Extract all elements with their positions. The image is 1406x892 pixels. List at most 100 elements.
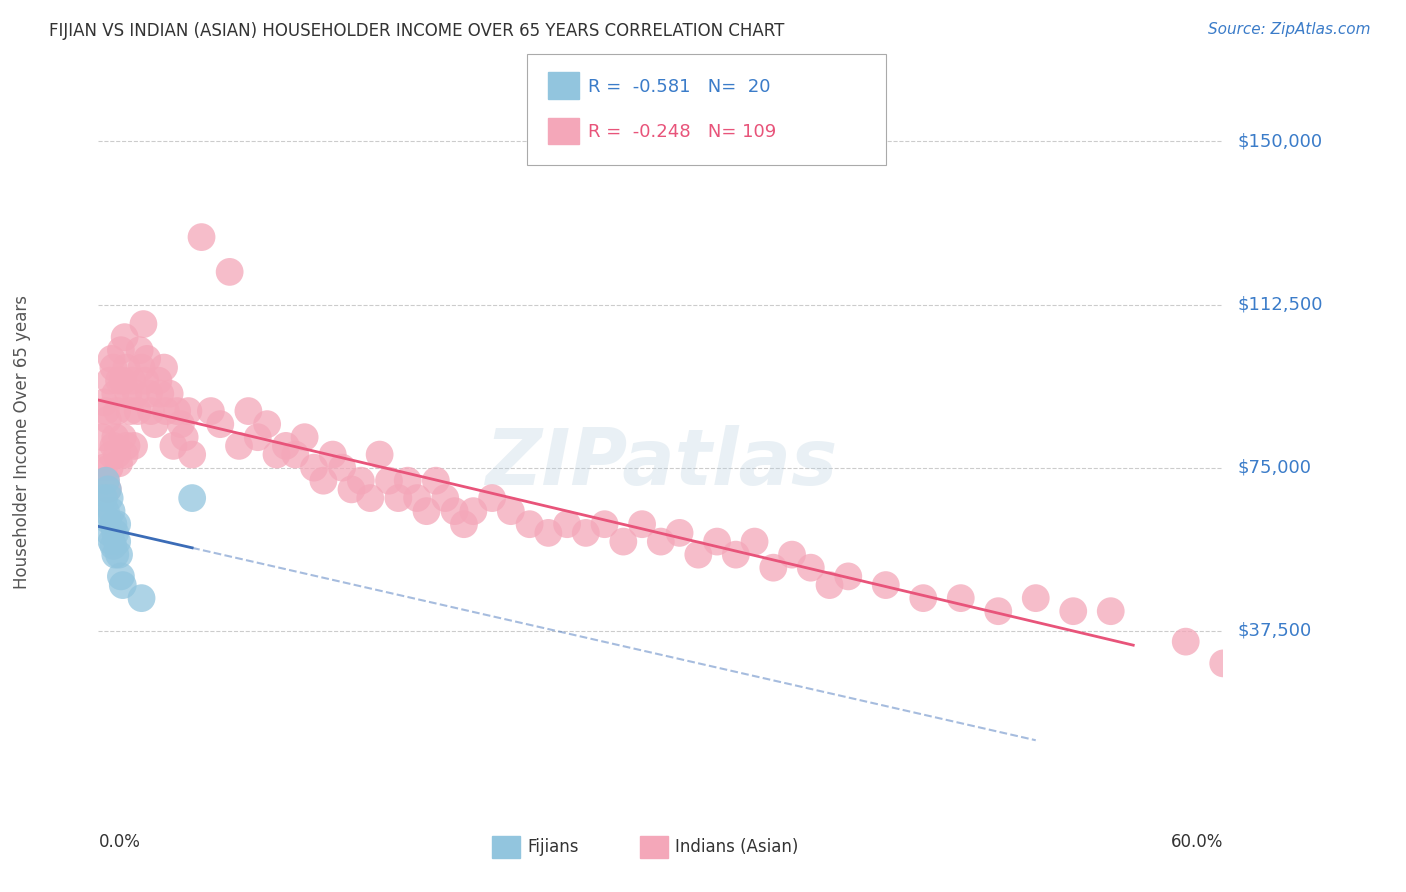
Point	[724, 548, 747, 562]
Point	[519, 517, 541, 532]
Point	[284, 448, 307, 462]
Point	[108, 374, 131, 388]
Point	[97, 513, 120, 527]
Point	[368, 448, 391, 462]
Point	[93, 395, 115, 409]
Point	[912, 591, 935, 606]
Point	[105, 448, 128, 462]
Point	[110, 569, 132, 583]
Point	[218, 265, 240, 279]
Point	[132, 317, 155, 331]
Point	[350, 474, 373, 488]
Point	[200, 404, 222, 418]
Point	[612, 534, 634, 549]
Point	[246, 430, 269, 444]
Point	[209, 417, 232, 431]
Point	[780, 548, 803, 562]
Point	[555, 517, 578, 532]
Point	[837, 569, 859, 583]
Point	[228, 439, 250, 453]
Point	[387, 491, 409, 505]
Point	[149, 386, 172, 401]
Point	[190, 230, 212, 244]
Point	[127, 404, 149, 418]
Point	[406, 491, 429, 505]
Text: R =  -0.248   N= 109: R = -0.248 N= 109	[588, 123, 776, 141]
Point	[593, 517, 616, 532]
Point	[302, 460, 325, 475]
Text: R =  -0.581   N=  20: R = -0.581 N= 20	[588, 78, 770, 95]
Point	[148, 374, 170, 388]
Point	[1062, 604, 1084, 618]
Point	[114, 448, 136, 462]
Text: $37,500: $37,500	[1237, 622, 1312, 640]
Point	[537, 525, 560, 540]
Point	[159, 386, 181, 401]
Point	[111, 374, 134, 388]
Point	[94, 474, 117, 488]
Point	[131, 591, 153, 606]
Point	[120, 404, 142, 418]
Point	[177, 404, 200, 418]
Point	[181, 448, 204, 462]
Point	[125, 386, 148, 401]
Point	[443, 504, 465, 518]
Point	[104, 386, 127, 401]
Point	[105, 404, 128, 418]
Point	[162, 439, 184, 453]
Point	[155, 404, 177, 418]
Point	[117, 386, 139, 401]
Text: Householder Income Over 65 years: Householder Income Over 65 years	[13, 294, 31, 589]
Point	[415, 504, 437, 518]
Point	[1099, 604, 1122, 618]
Point	[114, 330, 136, 344]
Point	[744, 534, 766, 549]
Point	[100, 534, 122, 549]
Point	[818, 578, 841, 592]
Point	[97, 483, 120, 497]
Text: Fijians: Fijians	[527, 838, 579, 855]
Point	[104, 430, 127, 444]
Point	[170, 417, 193, 431]
Text: Source: ZipAtlas.com: Source: ZipAtlas.com	[1208, 22, 1371, 37]
Point	[463, 504, 485, 518]
Point	[378, 474, 401, 488]
Point	[98, 525, 121, 540]
Point	[434, 491, 457, 505]
Point	[396, 474, 419, 488]
Point	[108, 456, 131, 470]
Point	[105, 517, 128, 532]
Point	[98, 460, 121, 475]
Point	[256, 417, 278, 431]
Point	[153, 360, 176, 375]
Point	[1025, 591, 1047, 606]
Point	[166, 404, 188, 418]
Point	[499, 504, 522, 518]
Point	[173, 430, 195, 444]
Text: 60.0%: 60.0%	[1171, 833, 1223, 851]
Point	[122, 439, 145, 453]
Point	[340, 483, 363, 497]
Point	[1174, 634, 1197, 648]
Point	[238, 404, 260, 418]
Point	[987, 604, 1010, 618]
Point	[97, 483, 120, 497]
Text: $112,500: $112,500	[1237, 295, 1323, 313]
Point	[274, 439, 297, 453]
Point	[105, 534, 128, 549]
Point	[139, 404, 162, 418]
Point	[359, 491, 381, 505]
Point	[104, 548, 127, 562]
Point	[706, 534, 728, 549]
Point	[115, 360, 138, 375]
Point	[668, 525, 690, 540]
Point	[134, 374, 156, 388]
Point	[98, 491, 121, 505]
Point	[136, 351, 159, 366]
Point	[108, 548, 131, 562]
Point	[103, 539, 125, 553]
Point	[104, 525, 127, 540]
Point	[94, 404, 117, 418]
Point	[1212, 657, 1234, 671]
Point	[131, 360, 153, 375]
